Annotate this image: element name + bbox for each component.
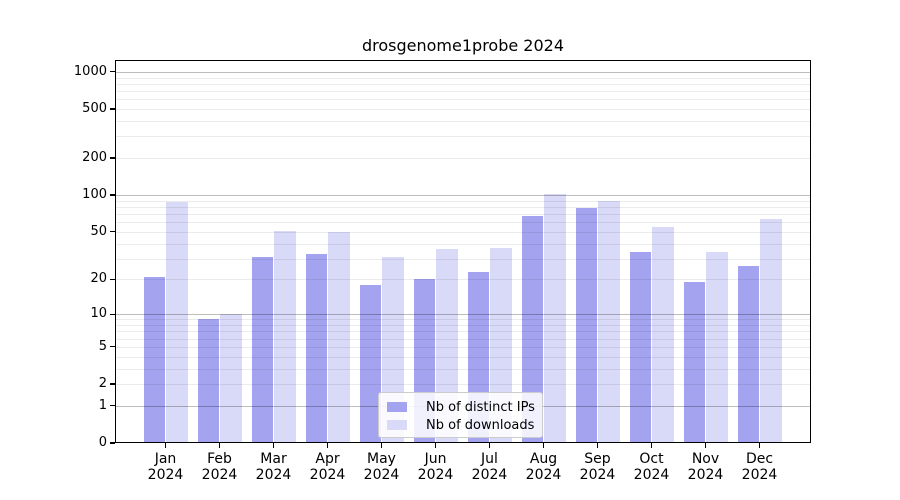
bar-ips-apr — [305, 253, 327, 443]
bar-ips-mar — [251, 256, 273, 443]
x-tick-label: Jun 2024 — [417, 451, 454, 483]
legend-swatch-distinct-ips — [387, 402, 407, 412]
bar-ips-nov — [683, 282, 705, 443]
x-tick-mark — [542, 443, 545, 448]
x-tick-label: Dec 2024 — [741, 451, 778, 483]
y-tick-mark — [110, 108, 115, 110]
x-tick-mark — [650, 443, 653, 448]
bar-downloads-aug — [544, 194, 566, 443]
x-tick-mark — [164, 443, 167, 448]
bar-downloads-sep — [598, 200, 620, 443]
bar-ips-sep — [575, 207, 597, 443]
y-tick-label: 500 — [82, 101, 107, 117]
y-tick-mark — [110, 442, 115, 444]
y-tick-label: 5 — [98, 338, 107, 354]
bars-layer — [115, 60, 811, 443]
x-tick-label: Nov 2024 — [687, 451, 724, 483]
x-tick-mark — [488, 443, 491, 448]
y-tick-mark — [110, 278, 115, 281]
legend-item-downloads: Nb of downloads — [387, 416, 542, 434]
legend-label-distinct-ips: Nb of distinct IPs — [426, 399, 535, 415]
bar-downloads-jan — [166, 202, 188, 443]
bar-downloads-nov — [706, 251, 728, 443]
x-tick-label: Jul 2024 — [471, 451, 508, 483]
x-tick-label: Sep 2024 — [579, 451, 616, 483]
x-tick-mark — [758, 443, 761, 448]
x-tick-mark — [218, 443, 221, 448]
bar-downloads-oct — [652, 226, 674, 443]
bar-downloads-apr — [328, 231, 350, 443]
y-tick-label: 1000 — [73, 63, 107, 79]
bar-ips-dec — [737, 265, 759, 443]
y-tick-mark — [110, 157, 115, 159]
legend-item-distinct-ips: Nb of distinct IPs — [387, 398, 542, 416]
x-tick-label: Apr 2024 — [309, 451, 346, 483]
y-tick-label: 10 — [90, 306, 107, 322]
y-tick-label: 2 — [98, 375, 107, 391]
bar-ips-oct — [629, 251, 651, 443]
x-tick-mark — [272, 443, 275, 448]
y-tick-mark — [110, 194, 115, 196]
y-tick-label: 20 — [90, 271, 107, 287]
y-tick-mark — [110, 231, 115, 233]
x-tick-label: May 2024 — [363, 451, 400, 483]
y-tick-label: 50 — [90, 223, 107, 239]
x-tick-label: Feb 2024 — [201, 451, 238, 483]
x-tick-mark — [434, 443, 437, 448]
y-tick-mark — [110, 383, 115, 385]
x-tick-mark — [596, 443, 599, 448]
y-tick-mark — [110, 313, 115, 315]
y-tick-label: 1 — [98, 397, 107, 413]
x-tick-label: Aug 2024 — [525, 451, 562, 483]
legend-label-downloads: Nb of downloads — [426, 417, 535, 433]
x-tick-mark — [704, 443, 707, 448]
bar-ips-jan — [143, 276, 165, 443]
y-tick-label: 100 — [82, 187, 107, 203]
x-tick-mark — [380, 443, 383, 448]
chart-legend: Nb of distinct IPs Nb of downloads — [378, 392, 543, 438]
x-tick-label: Oct 2024 — [633, 451, 670, 483]
legend-swatch-downloads — [387, 420, 407, 430]
bar-downloads-feb — [220, 314, 242, 443]
x-tick-label: Mar 2024 — [255, 451, 292, 483]
chart-title: drosgenome1probe 2024 — [361, 36, 565, 55]
bar-downloads-dec — [760, 218, 782, 443]
y-tick-label: 0 — [98, 435, 107, 450]
y-tick-label: 200 — [82, 150, 107, 166]
y-tick-mark — [110, 405, 115, 407]
x-tick-mark — [326, 443, 329, 448]
x-tick-label: Jan 2024 — [147, 451, 184, 483]
bar-ips-may — [359, 284, 381, 443]
bar-downloads-mar — [274, 230, 296, 443]
plot-area — [115, 60, 811, 443]
y-tick-mark — [110, 71, 115, 73]
bar-ips-feb — [197, 319, 219, 443]
bar-ips-aug — [521, 216, 543, 443]
y-tick-mark — [110, 346, 115, 348]
